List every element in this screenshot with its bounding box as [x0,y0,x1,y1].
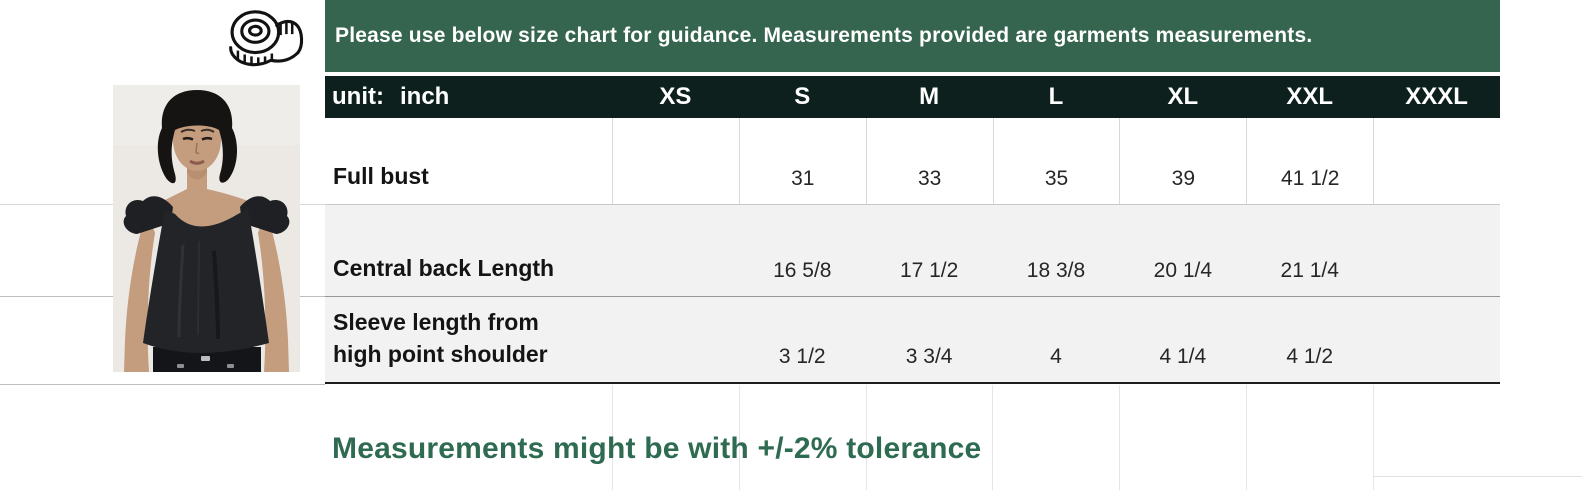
cell-sleeve-m: 3 3/4 [905,345,953,368]
gridline [612,385,613,490]
size-col-xxl: XXL [1286,83,1334,110]
row-label-text: Full bust [333,163,429,189]
table-row-sleeve-length: Sleeve length from high point shoulder 3… [325,297,1500,384]
cell-sleeve-xs [612,297,739,382]
size-col-s: S [794,83,811,110]
unit-cell: unit: inch [325,83,612,111]
cell-sleeve-xxxl [1373,297,1500,382]
unit-value: inch [399,83,450,110]
row-label-central-back: Central back Length [325,205,612,296]
row-label-full-bust: Full bust [325,118,612,204]
cell-central-back-s: 16 5/8 [773,259,832,282]
gridline [1373,476,1582,477]
gridline [1246,385,1247,490]
gridline [0,384,325,385]
size-col-xl: XL [1167,83,1199,110]
cell-full-bust-xxl: 41 1/2 [1246,118,1373,204]
guidance-banner: Please use below size chart for guidance… [325,0,1500,72]
cell-full-bust-l: 35 [992,118,1120,204]
size-col-xs: XS [659,83,692,110]
gridline [1373,385,1374,490]
gridline [739,385,740,490]
row-label-sleeve-length: Sleeve length from high point shoulder [325,297,612,382]
cell-sleeve-xl: 4 1/4 [1159,345,1207,368]
guidance-banner-text: Please use below size chart for guidance… [335,24,1313,47]
tape-measure-icon [229,10,304,67]
cell-full-bust-xs [612,118,739,204]
size-table-header: unit: inch XS S M L XL XXL XXXL [325,76,1500,118]
cell-sleeve-xxl: 4 1/2 [1286,345,1334,368]
table-row-central-back-length: Central back Length 16 5/8 17 1/2 18 3/8… [325,205,1500,297]
size-col-xxxl: XXXL [1405,83,1468,110]
cell-central-back-xl: 20 1/4 [1153,259,1213,282]
cell-central-back-xxxl [1373,205,1500,296]
product-photo [113,85,300,372]
cell-full-bust-xl: 39 [1119,118,1246,204]
tolerance-note: Measurements might be with +/-2% toleran… [332,432,982,465]
row-label-text-line2: high point shoulder [333,341,548,367]
cell-full-bust-s: 31 [738,118,866,204]
gridline [866,385,867,490]
cell-full-bust-xxxl [1373,118,1500,204]
table-row-full-bust: Full bust 31 33 35 39 41 1/2 [325,118,1500,205]
cell-central-back-xs [612,205,739,296]
cell-full-bust-m: 33 [865,118,993,204]
cell-central-back-l: 18 3/8 [1026,259,1086,282]
gridline [1119,385,1120,490]
cell-central-back-m: 17 1/2 [899,259,959,282]
row-label-text: Central back Length [333,255,555,281]
cell-sleeve-l: 4 [1050,345,1062,368]
size-col-l: L [1048,83,1064,110]
row-label-text-line1: Sleeve length from [333,309,539,335]
unit-label: unit: [332,83,384,110]
cell-sleeve-s: 3 1/2 [778,345,826,368]
size-col-m: M [919,83,940,110]
gridline [992,385,993,490]
cell-central-back-xxl: 21 1/4 [1280,259,1339,282]
